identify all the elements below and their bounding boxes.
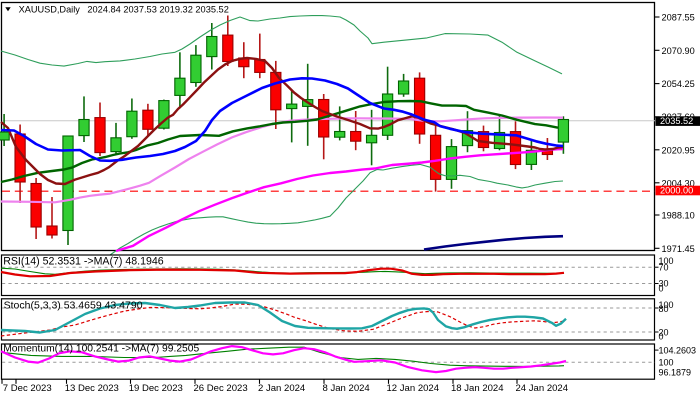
svg-text:8 Jan 2024: 8 Jan 2024	[323, 383, 371, 394]
svg-text:XAUUSD,Daily: XAUUSD,Daily	[19, 5, 81, 15]
svg-text:RSI(14) 52.3531 ->MA(7) 48.19: RSI(14) 52.3531 ->MA(7) 48.1946	[3, 255, 164, 267]
svg-text:18 Jan 2024: 18 Jan 2024	[451, 383, 504, 394]
svg-text:2 Jan 2024: 2 Jan 2024	[258, 383, 306, 394]
svg-text:13 Dec 2023: 13 Dec 2023	[65, 383, 119, 394]
svg-text:96.1879: 96.1879	[659, 367, 692, 377]
svg-text:26 Dec 2023: 26 Dec 2023	[194, 383, 248, 394]
svg-text:0: 0	[659, 284, 664, 294]
svg-text:19 Dec 2023: 19 Dec 2023	[129, 383, 183, 394]
svg-text:104.2603: 104.2603	[659, 346, 697, 356]
svg-text:1971.45: 1971.45	[662, 244, 695, 254]
svg-text:7 Dec 2023: 7 Dec 2023	[3, 383, 52, 394]
svg-text:12 Jan 2024: 12 Jan 2024	[387, 383, 440, 394]
svg-text:2020.95: 2020.95	[662, 145, 695, 155]
svg-text:2004.30: 2004.30	[662, 178, 695, 188]
svg-text:2035.52: 2035.52	[660, 116, 693, 126]
svg-text:2070.90: 2070.90	[662, 46, 695, 56]
svg-text:2087.55: 2087.55	[662, 13, 695, 23]
svg-text:20: 20	[659, 327, 669, 337]
svg-text:100: 100	[659, 256, 674, 266]
svg-text:0: 0	[659, 331, 664, 341]
svg-text:1988.10: 1988.10	[662, 211, 695, 221]
svg-text:70: 70	[659, 262, 669, 272]
svg-text:24 Jan 2024: 24 Jan 2024	[516, 383, 569, 394]
svg-text:2054.25: 2054.25	[662, 79, 695, 89]
svg-text:Stoch(5,3,3) 53.4659 43.4790: Stoch(5,3,3) 53.4659 43.4790	[4, 299, 143, 311]
svg-text:100: 100	[659, 300, 674, 310]
svg-text:80: 80	[659, 304, 669, 314]
svg-text:2000.00: 2000.00	[660, 186, 693, 196]
svg-text:2024.84 2037.53 2019.32 2035.5: 2024.84 2037.53 2019.32 2035.52	[87, 5, 228, 15]
svg-text:30: 30	[659, 279, 669, 289]
svg-text:100: 100	[659, 358, 674, 368]
svg-text:Momentum(14) 100.2541 ->MA(7): Momentum(14) 100.2541 ->MA(7) 99.2505	[3, 344, 199, 355]
